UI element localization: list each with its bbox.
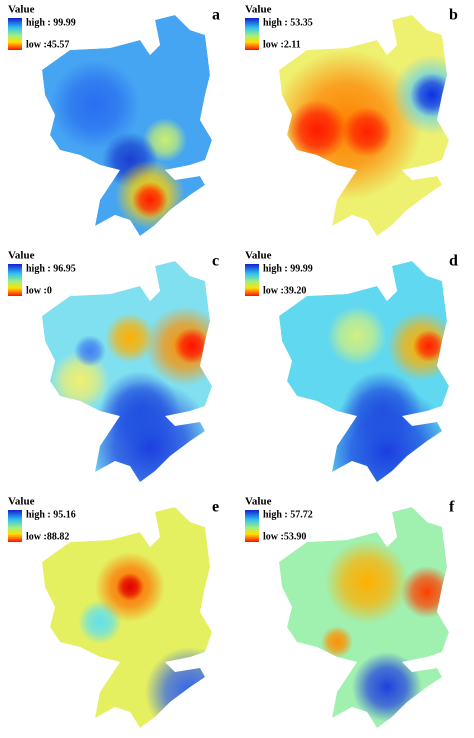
legend-title: Value [245, 4, 272, 16]
legend-low: low :2.11 [263, 39, 301, 50]
hotspot [50, 60, 140, 150]
hotspot [116, 573, 144, 601]
legend-colorbar [8, 18, 22, 50]
map-area [279, 507, 449, 728]
legend-high: high : 53.35 [263, 17, 313, 28]
hotspot [327, 306, 387, 366]
legend-low: low :0 [26, 285, 52, 296]
legend-low: low :88.82 [26, 531, 69, 542]
hotspot [401, 566, 449, 618]
legend-title: Value [8, 250, 35, 262]
legend-title: Value [8, 496, 35, 508]
panel-label: d [449, 253, 458, 270]
legend-high: high : 99.99 [26, 17, 76, 28]
hotspot [352, 652, 422, 722]
panel-label: c [212, 253, 219, 270]
map-area [42, 261, 212, 482]
legend-low: low :53.90 [263, 531, 306, 542]
map-area [42, 15, 212, 236]
legend-high: high : 95.16 [26, 509, 76, 520]
hotspot [413, 330, 445, 362]
legend-title: Value [8, 4, 35, 16]
hotspot [321, 626, 353, 658]
map-area [279, 15, 449, 236]
legend-colorbar [245, 510, 259, 542]
legend-colorbar [8, 264, 22, 296]
legend-title: Value [245, 496, 272, 508]
legend-low: low :39.20 [263, 285, 306, 296]
hotspot [74, 335, 106, 367]
hotspot [342, 371, 422, 451]
legend-high: high : 96.95 [26, 263, 76, 274]
legend-high: high : 57.72 [263, 509, 313, 520]
panel-label: a [212, 7, 220, 24]
hotspot [325, 540, 409, 624]
hotspot [287, 100, 347, 160]
legend-colorbar [8, 510, 22, 542]
hotspot [145, 647, 212, 728]
hotspot [410, 73, 449, 117]
hotspot [132, 182, 168, 218]
legend-colorbar [245, 18, 259, 50]
map-area [42, 507, 212, 728]
hotspot [174, 328, 210, 364]
hotspot [100, 371, 180, 451]
panel-label: f [449, 499, 455, 516]
hotspot [105, 313, 155, 363]
legend-high: high : 99.99 [263, 263, 313, 274]
hotspot [342, 107, 392, 157]
legend-colorbar [245, 264, 259, 296]
legend-low: low :45.57 [26, 39, 69, 50]
panel-label: e [212, 499, 219, 516]
map-area [279, 261, 449, 482]
legend-title: Value [245, 250, 272, 262]
panel-label: b [449, 7, 458, 24]
